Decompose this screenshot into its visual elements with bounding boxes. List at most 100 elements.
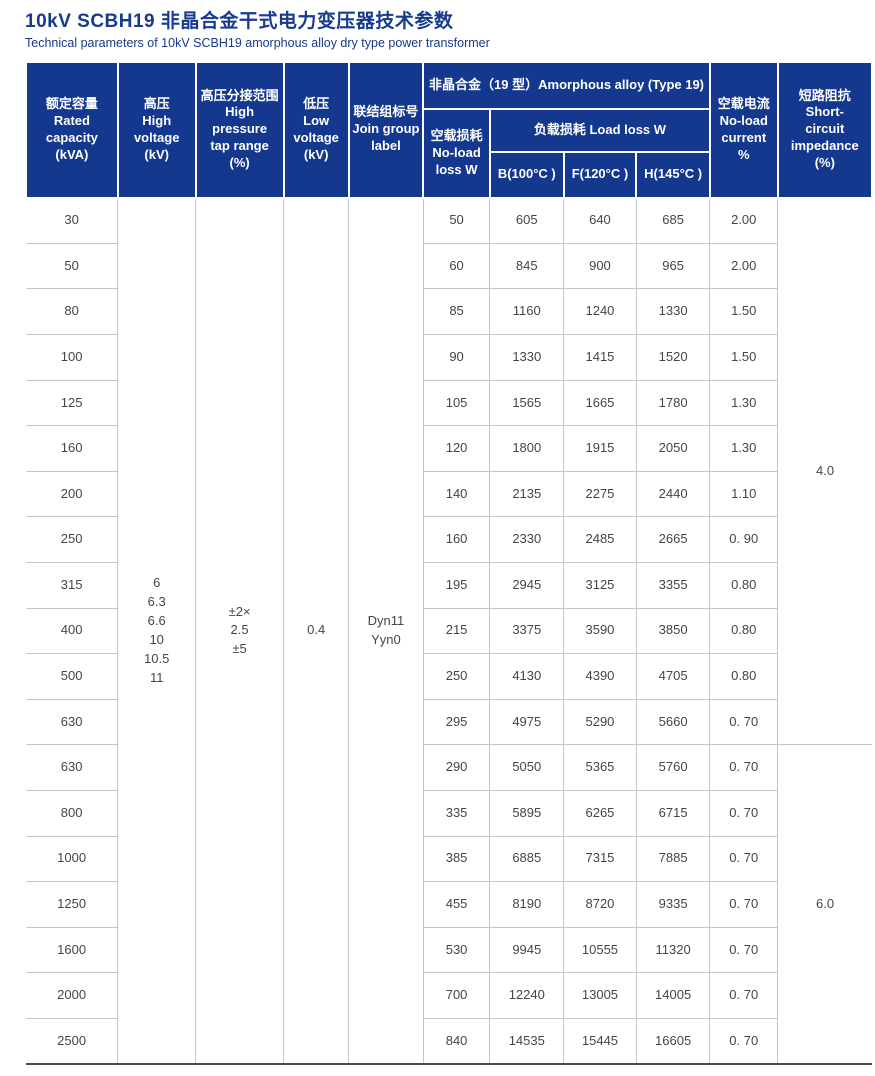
cell-no-load-current: 0. 90 xyxy=(709,516,778,563)
cell-load-loss-b: 2330 xyxy=(489,516,564,563)
cell-no-load-current: 0. 70 xyxy=(709,790,778,837)
cell-no-load-loss: 385 xyxy=(422,836,490,883)
cell-rated-capacity: 1000 xyxy=(26,836,118,883)
cell-load-loss-f: 3125 xyxy=(563,562,637,609)
cell-high-voltage: 6 6.3 6.6 10 10.5 11 xyxy=(117,197,196,1065)
header-rated-capacity: 额定容量 Rated capacity (kVA) xyxy=(25,60,119,199)
header-high-voltage: 高压 High voltage (kV) xyxy=(116,60,197,199)
cell-rated-capacity: 400 xyxy=(26,608,118,655)
cell-load-loss-h: 4705 xyxy=(635,653,710,700)
cell-no-load-loss: 250 xyxy=(422,653,490,700)
cell-load-loss-h: 1780 xyxy=(635,380,710,427)
cell-load-loss-b: 605 xyxy=(489,197,564,244)
cell-load-loss-h: 7885 xyxy=(635,836,710,883)
cell-rated-capacity: 315 xyxy=(26,562,118,609)
cell-load-loss-f: 1240 xyxy=(563,288,637,336)
cell-no-load-loss: 215 xyxy=(422,608,490,655)
cell-no-load-current: 0. 70 xyxy=(709,836,778,883)
table-row: 2000 700 12240 13005 14005 0. 70 xyxy=(26,972,872,1019)
cell-rated-capacity: 800 xyxy=(26,790,118,837)
cell-no-load-current: 0. 70 xyxy=(709,972,778,1019)
table-row: 315 195 2945 3125 3355 0.80 xyxy=(26,562,872,609)
cell-no-load-current: 0. 70 xyxy=(709,699,778,746)
table-row: 200 140 2135 2275 2440 1.10 xyxy=(26,471,872,518)
cell-no-load-current: 1.30 xyxy=(709,380,778,427)
cell-rated-capacity: 160 xyxy=(26,425,118,472)
cell-load-loss-b: 3375 xyxy=(489,608,564,655)
cell-load-loss-h: 14005 xyxy=(635,972,710,1019)
cell-no-load-current: 0. 70 xyxy=(709,744,778,791)
table-row: 800 335 5895 6265 6715 0. 70 xyxy=(26,790,872,837)
header-no-load-current: 空载电流 No-load current % xyxy=(708,60,779,199)
cell-no-load-current: 1.50 xyxy=(709,288,778,336)
cell-load-loss-h: 1520 xyxy=(635,334,710,381)
cell-load-loss-b: 6885 xyxy=(489,836,564,883)
cell-no-load-loss: 290 xyxy=(422,744,490,791)
cell-load-loss-f: 5365 xyxy=(563,744,637,791)
cell-no-load-current: 0.80 xyxy=(709,608,778,655)
cell-rated-capacity: 30 xyxy=(26,197,118,244)
cell-load-loss-b: 2945 xyxy=(489,562,564,609)
cell-load-loss-b: 5050 xyxy=(489,744,564,791)
cell-load-loss-h: 2440 xyxy=(635,471,710,518)
cell-short-circuit-impedance: 6.0 xyxy=(777,744,872,1065)
cell-load-loss-b: 1330 xyxy=(489,334,564,381)
cell-rated-capacity: 50 xyxy=(26,243,118,290)
table-row: 630 295 4975 5290 5660 0. 70 xyxy=(26,699,872,746)
cell-load-loss-b: 9945 xyxy=(489,927,564,974)
cell-no-load-loss: 335 xyxy=(422,790,490,837)
header-low-voltage: 低压 Low voltage (kV) xyxy=(282,60,350,199)
cell-no-load-current: 2.00 xyxy=(709,197,778,244)
table-row: 1000 385 6885 7315 7885 0. 70 xyxy=(26,836,872,883)
cell-load-loss-f: 6265 xyxy=(563,790,637,837)
table-row: 250 160 2330 2485 2665 0. 90 xyxy=(26,516,872,563)
table-row: 80 85 1160 1240 1330 1.50 xyxy=(26,288,872,336)
cell-short-circuit-impedance: 4.0 xyxy=(777,197,872,746)
header-load-loss-f: F(120°C ) xyxy=(562,150,638,199)
page-title: 10kV SCBH19 非晶合金干式电力变压器技术参数 xyxy=(25,11,454,32)
cell-load-loss-b: 1565 xyxy=(489,380,564,427)
cell-load-loss-f: 1915 xyxy=(563,425,637,472)
spec-table-header: 额定容量 Rated capacity (kVA) 高压 High voltag… xyxy=(25,60,874,199)
cell-no-load-loss: 50 xyxy=(422,197,490,244)
cell-low-voltage: 0.4 xyxy=(283,197,349,1065)
cell-load-loss-f: 15445 xyxy=(563,1018,637,1065)
cell-rated-capacity: 200 xyxy=(26,471,118,518)
cell-no-load-current: 2.00 xyxy=(709,243,778,290)
cell-rated-capacity: 125 xyxy=(26,380,118,427)
table-row: 50 60 845 900 965 2.00 xyxy=(26,243,872,290)
cell-rated-capacity: 1250 xyxy=(26,881,118,928)
cell-rated-capacity: 500 xyxy=(26,653,118,700)
table-row: 500 250 4130 4390 4705 0.80 xyxy=(26,653,872,700)
cell-rated-capacity: 2000 xyxy=(26,972,118,1019)
cell-load-loss-f: 2485 xyxy=(563,516,637,563)
cell-rated-capacity: 100 xyxy=(26,334,118,381)
spec-table: 额定容量 Rated capacity (kVA) 高压 High voltag… xyxy=(25,60,874,1066)
cell-load-loss-b: 8190 xyxy=(489,881,564,928)
cell-no-load-loss: 455 xyxy=(422,881,490,928)
table-row: 160 120 1800 1915 2050 1.30 xyxy=(26,425,872,472)
cell-load-loss-b: 4130 xyxy=(489,653,564,700)
cell-no-load-loss: 105 xyxy=(422,380,490,427)
cell-load-loss-b: 14535 xyxy=(489,1018,564,1065)
table-row: 1600 530 9945 10555 11320 0. 70 xyxy=(26,927,872,974)
cell-no-load-loss: 840 xyxy=(422,1018,490,1065)
cell-load-loss-f: 5290 xyxy=(563,699,637,746)
header-no-load-loss: 空载损耗 No-load loss W xyxy=(422,107,491,199)
cell-load-loss-h: 9335 xyxy=(635,881,710,928)
cell-load-loss-f: 10555 xyxy=(563,927,637,974)
cell-rated-capacity: 630 xyxy=(26,699,118,746)
cell-no-load-current: 0. 70 xyxy=(709,927,778,974)
cell-load-loss-h: 5760 xyxy=(635,744,710,791)
cell-no-load-loss: 120 xyxy=(422,425,490,472)
cell-load-loss-h: 3850 xyxy=(635,608,710,655)
cell-join-group: Dyn11 Yyn0 xyxy=(348,197,424,1065)
cell-load-loss-f: 1665 xyxy=(563,380,637,427)
table-row: 400 215 3375 3590 3850 0.80 xyxy=(26,608,872,655)
cell-load-loss-h: 1330 xyxy=(635,288,710,336)
table-row: 30 6 6.3 6.6 10 10.5 11 ±2× 2.5 ±5 0.4 Dyn11… xyxy=(26,197,872,1065)
cell-load-loss-f: 8720 xyxy=(563,881,637,928)
header-load-loss-h: H(145°C ) xyxy=(635,150,711,199)
cell-no-load-current: 0.80 xyxy=(709,562,778,609)
table-row: 630 290 5050 5365 5760 0. 70 6.0 xyxy=(26,744,872,1065)
